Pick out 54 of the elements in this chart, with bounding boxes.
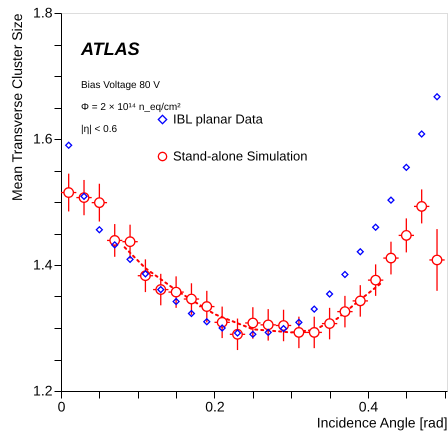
point [400, 230, 412, 241]
point [356, 248, 364, 256]
point [280, 325, 288, 332]
point [354, 296, 366, 306]
point [433, 93, 441, 100]
point [370, 274, 382, 286]
point [372, 224, 380, 231]
point [249, 330, 256, 338]
point [432, 254, 442, 266]
annotation: Φ = 2 × 10¹⁴ n_eq/cm² [81, 102, 182, 113]
y-tick-label: 1.4 [33, 256, 53, 272]
y-tick-label: 1.8 [33, 4, 53, 20]
point [326, 290, 334, 298]
legend-label: IBL planar Data [173, 112, 264, 126]
point [341, 270, 349, 278]
point [216, 316, 228, 328]
point [324, 318, 335, 329]
point [94, 197, 105, 208]
point [386, 252, 396, 264]
point [416, 201, 428, 212]
y-tick-label: 1.6 [33, 130, 53, 146]
point [124, 236, 136, 248]
point [96, 226, 103, 234]
point [188, 310, 196, 318]
point [126, 256, 134, 263]
legend-label: Stand-alone Simulation [173, 148, 308, 164]
point [186, 294, 197, 304]
point [111, 241, 118, 248]
point [402, 164, 410, 171]
point [65, 142, 72, 149]
point [310, 305, 318, 313]
y-tick-label: 1.2 [33, 382, 53, 398]
x-axis-title: Incidence Angle [rad] [316, 414, 448, 430]
point [418, 130, 426, 138]
point [294, 327, 304, 338]
point [201, 301, 212, 312]
y-axis-title: Mean Transverse Cluster Size [9, 13, 26, 202]
annotation: ATLAS [80, 39, 140, 59]
point [340, 306, 350, 318]
point [170, 286, 182, 298]
point [295, 318, 302, 326]
point [63, 187, 74, 198]
point [387, 196, 395, 204]
x-tick-label: 0.4 [358, 398, 378, 414]
point [80, 192, 88, 200]
annotation: |η| < 0.6 [81, 124, 118, 135]
point [203, 318, 210, 326]
point [172, 298, 180, 306]
x-tick-label: 0 [58, 398, 66, 414]
point [247, 318, 258, 328]
annotation: Bias Voltage 80 V [81, 80, 160, 91]
x-tick-label: 0.2 [205, 398, 225, 414]
point [264, 328, 272, 336]
point [218, 324, 226, 332]
